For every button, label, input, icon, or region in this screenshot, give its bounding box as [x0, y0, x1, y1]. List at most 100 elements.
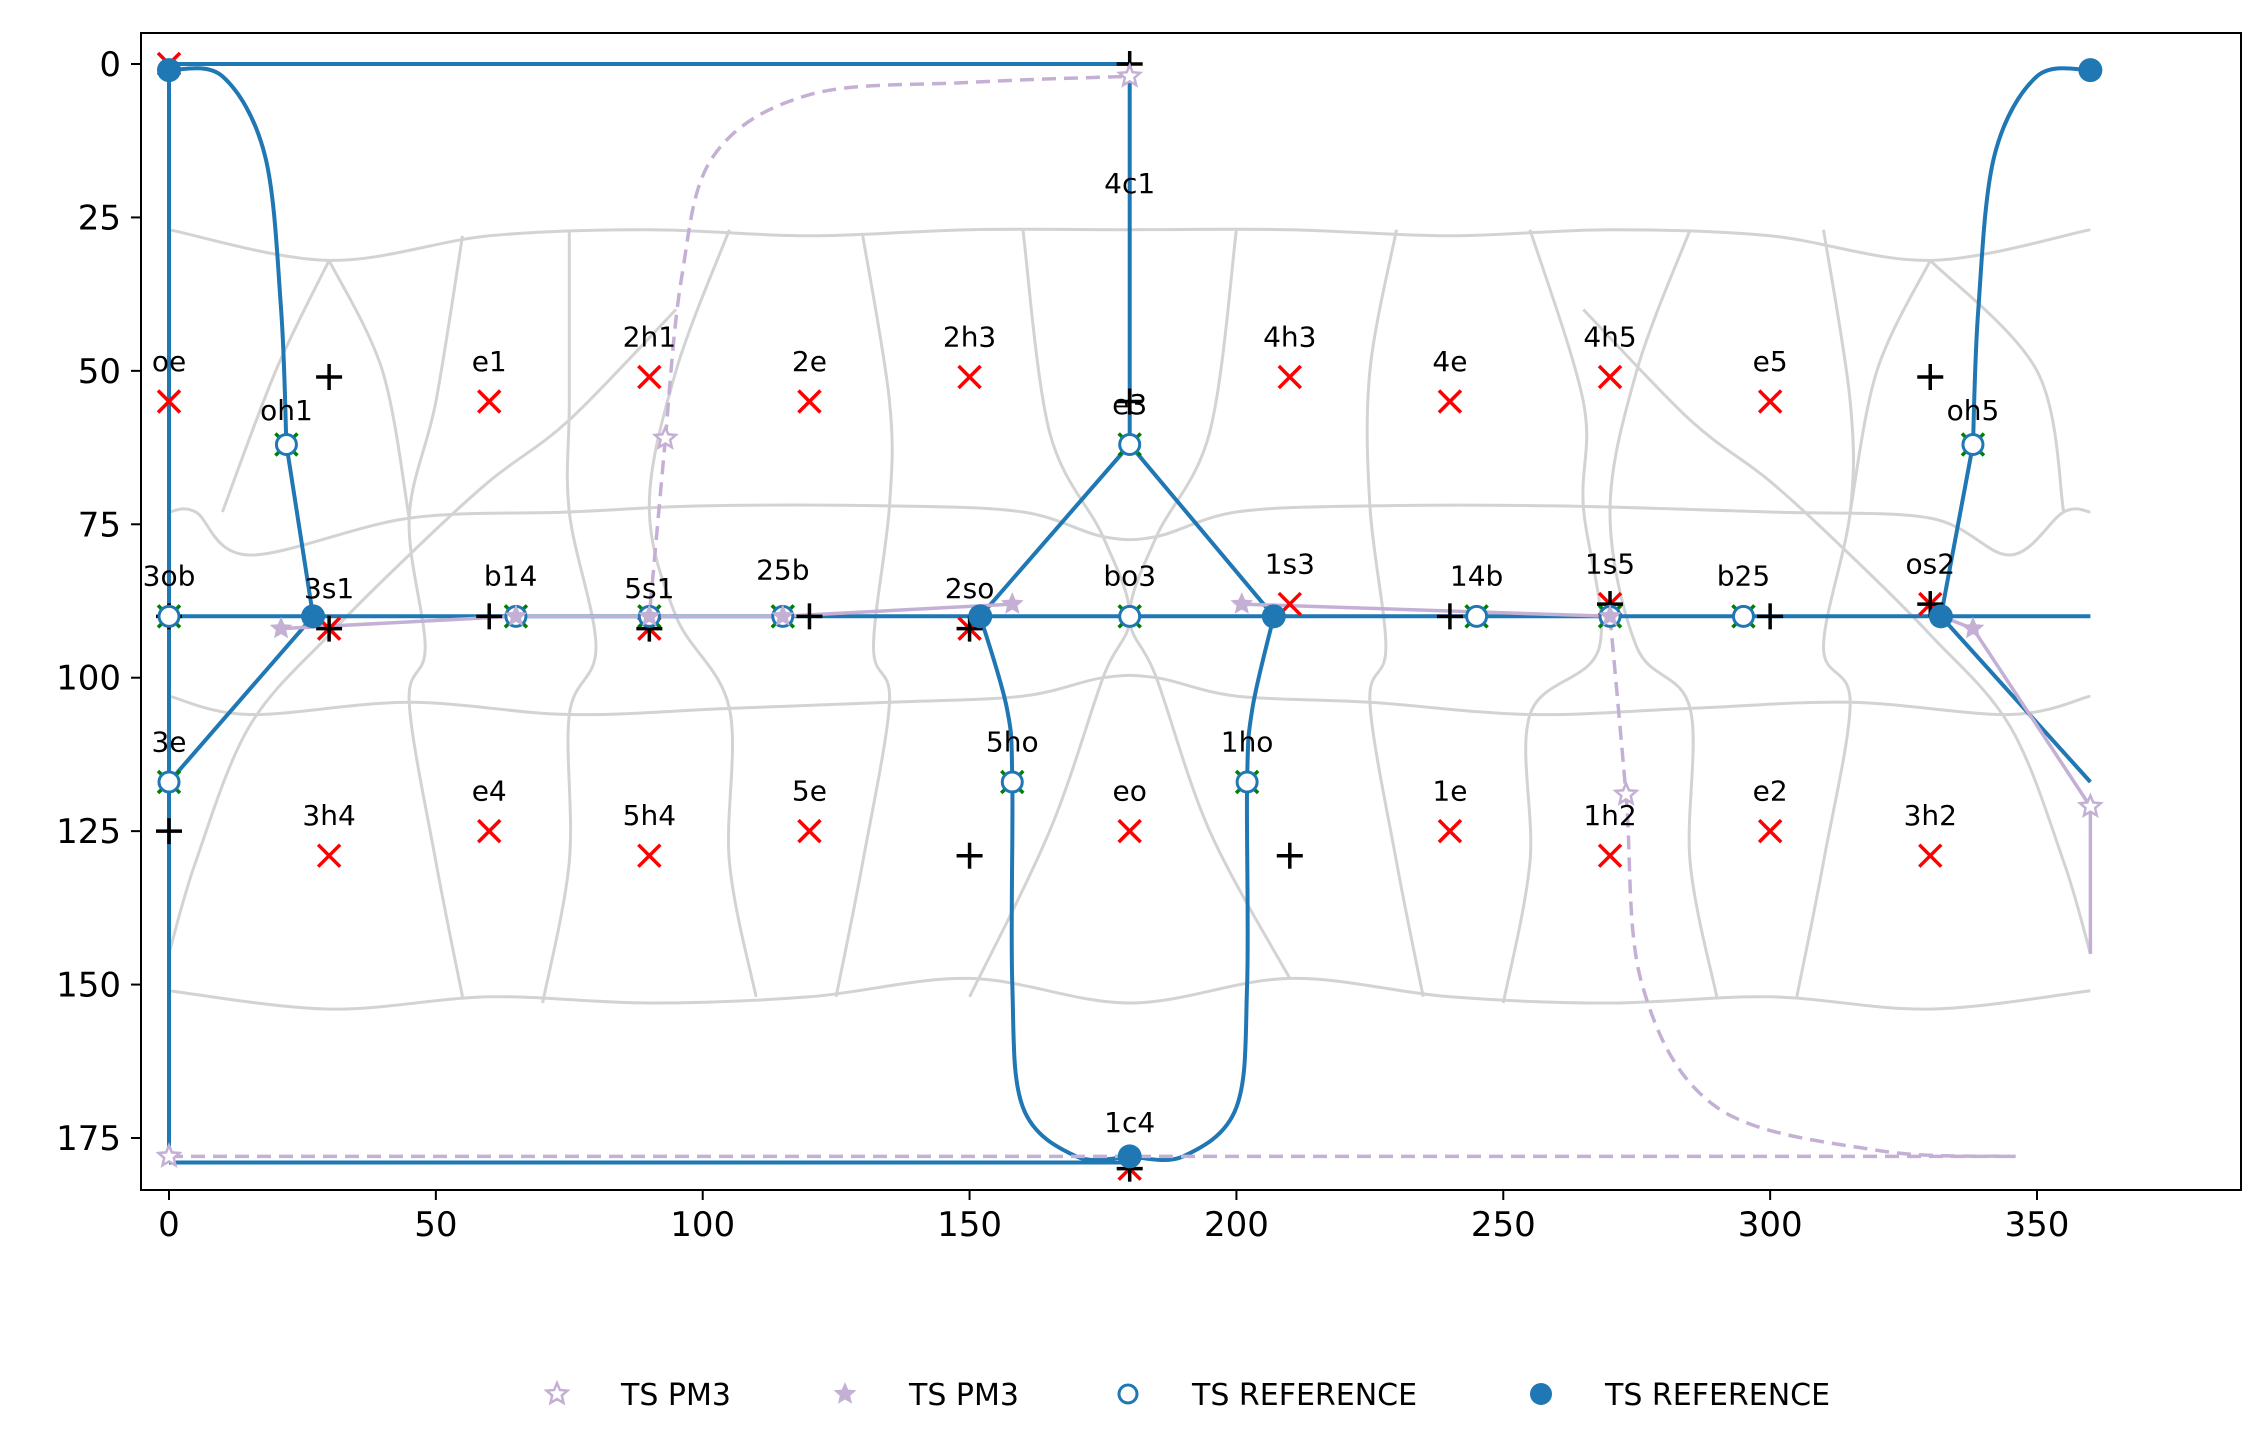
minimum-cross-marker	[1757, 389, 1783, 414]
minimum-cross-marker	[797, 818, 822, 844]
minimum-cross-marker	[476, 818, 502, 844]
ts-reference-filled-point	[1117, 1144, 1142, 1169]
node-label-2h1: 2h1	[623, 320, 676, 353]
node-label-1h2: 1h2	[1583, 799, 1636, 832]
y-tick-label: 75	[78, 505, 121, 545]
node-label-1s3: 1s3	[1265, 547, 1315, 580]
minimum-cross-marker-stroke	[637, 364, 662, 390]
legend-reference-open-circle-icon	[1117, 1383, 1139, 1405]
pm3-path	[1241, 602, 1611, 619]
ts-reference-open-point	[1000, 770, 1024, 794]
y-tick-label: 50	[78, 352, 121, 392]
grid-line	[168, 503, 2091, 557]
minimum-cross-marker-stroke	[476, 389, 502, 414]
reference-path	[1128, 443, 1276, 618]
node-label-e5: e5	[1753, 345, 1788, 378]
plot-frame	[140, 32, 2242, 1191]
pm3-path	[663, 74, 1130, 439]
plus-marker	[1436, 603, 1463, 630]
legend-pm3-open-star-icon	[543, 1379, 571, 1406]
node-label-2so: 2so	[945, 572, 995, 605]
node-label-e3: e3	[1112, 388, 1147, 421]
plus-marker	[316, 363, 343, 390]
ts-reference-open-point	[1961, 433, 1985, 457]
ts-reference-filled-point	[157, 58, 181, 83]
ts-pm3-filled-point	[1598, 604, 1622, 627]
minimum-cross-marker	[1437, 389, 1463, 414]
x-tick-label: 250	[1471, 1205, 1536, 1245]
grid-line	[168, 976, 2091, 1011]
ts-reference-filled-point	[968, 604, 993, 629]
pm3-path	[1940, 614, 2093, 954]
grid-line	[1795, 229, 1855, 998]
grid-line	[407, 235, 464, 998]
node-label-5s1: 5s1	[624, 572, 674, 605]
node-label-e2: e2	[1753, 774, 1788, 807]
reference-path	[1939, 614, 2092, 784]
node-label-oe: oe	[152, 345, 186, 378]
ts-reference-open-point	[274, 433, 298, 457]
plus-marker	[956, 842, 983, 869]
ts-reference-filled-point	[1928, 604, 1953, 629]
minimum-cross-marker	[1597, 843, 1623, 868]
reference-path	[1938, 444, 1975, 617]
node-label-4h5: 4h5	[1583, 320, 1636, 353]
minimum-cross-marker-stroke	[1277, 364, 1303, 390]
minimum-cross-marker	[1757, 818, 1783, 844]
minimum-cross-marker-stroke	[797, 389, 822, 414]
ts-reference-open-point	[157, 604, 181, 628]
minimum-cross-marker	[1437, 818, 1463, 844]
reference-path	[167, 614, 315, 784]
y-axis: 0 25 50 75 100 125 150 175	[56, 45, 141, 1159]
grid-line	[834, 235, 894, 998]
y-tick-label: 150	[56, 966, 121, 1006]
minimum-cross-marker	[316, 843, 342, 868]
ts-reference-filled-point	[2078, 58, 2103, 83]
minimum-cross-marker-stroke	[1437, 818, 1463, 844]
plus-marker	[156, 818, 182, 845]
plus-marker	[1276, 842, 1303, 869]
node-label-b14: b14	[484, 560, 537, 593]
ts-pm3-open-point	[651, 424, 679, 450]
grid-line	[1929, 259, 2066, 513]
x-tick-label: 100	[670, 1205, 735, 1245]
x-tick-label: 150	[937, 1205, 1002, 1245]
legend-entry-label: TS PM3	[620, 1378, 731, 1413]
grid-line	[541, 229, 598, 1004]
x-axis: 0 50 100 150 200 250 300 350	[158, 1190, 2069, 1245]
grid-line	[327, 259, 411, 519]
reference-path	[978, 443, 1132, 618]
legend-reference-filled-circle-icon	[1530, 1383, 1552, 1405]
minimum-cross-marker	[637, 843, 662, 868]
y-tick-label: 125	[56, 812, 121, 852]
plus-marker	[316, 615, 343, 642]
minimum-cross-marker-stroke	[1437, 389, 1463, 414]
node-label-5h4: 5h4	[623, 799, 676, 832]
markers	[155, 51, 2104, 1182]
ts-pm3-filled-point	[269, 616, 293, 639]
y-tick-label: 0	[99, 45, 121, 85]
node-label-5e: 5e	[792, 774, 827, 807]
minimum-cross-marker-stroke	[957, 364, 982, 390]
ts-reference-open-point	[1118, 604, 1142, 628]
ts-pm3-open-point	[2076, 792, 2104, 819]
node-label-3e: 3e	[151, 725, 186, 758]
legend-entry-label: TS PM3	[908, 1378, 1019, 1413]
legend: TS PM3 TS PM3 TS REFERENCE TS REFERENCE	[543, 1378, 1830, 1413]
grid-line	[168, 673, 2091, 717]
node-label-oh1: oh1	[260, 394, 313, 427]
grid-line	[1365, 229, 1425, 998]
node-label-5ho: 5ho	[986, 725, 1039, 758]
node-label-bo3: bo3	[1103, 560, 1156, 593]
x-tick-label: 200	[1204, 1205, 1269, 1245]
minimum-cross-marker	[957, 364, 982, 390]
minimum-cross-marker-stroke	[1597, 364, 1623, 390]
plus-marker	[1917, 363, 1944, 390]
minimum-cross-marker	[1918, 843, 1943, 868]
minimum-cross-marker	[637, 364, 662, 390]
plus-marker	[1757, 603, 1784, 630]
node-label-25b: 25b	[756, 554, 809, 587]
ts-reference-open-point	[1465, 604, 1489, 628]
minimum-cross-marker	[797, 389, 822, 414]
